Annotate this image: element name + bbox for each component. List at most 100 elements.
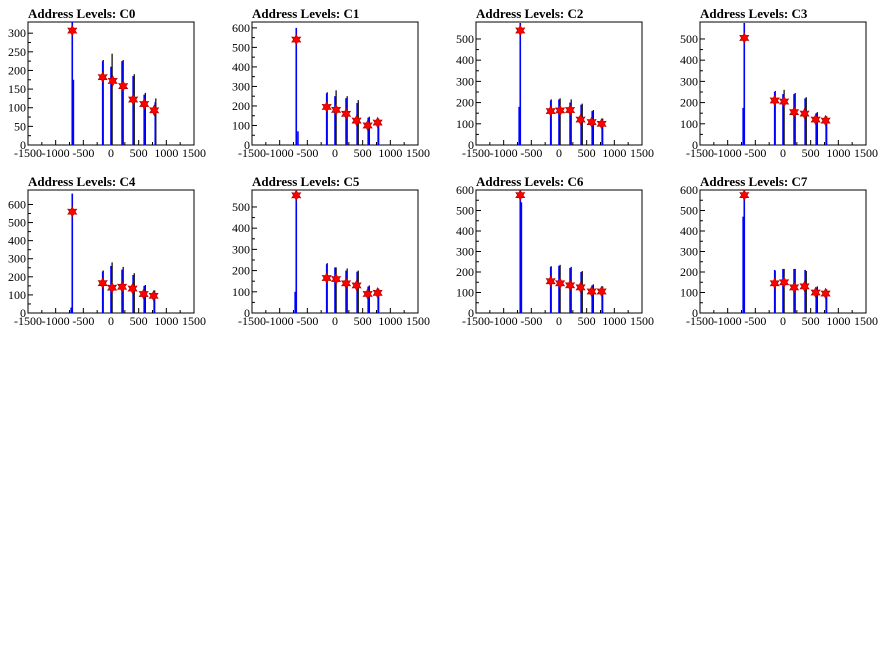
- y-tick-label: 500: [680, 204, 698, 218]
- y-tick-label: 500: [232, 200, 250, 214]
- x-tick-label: 0: [556, 146, 562, 160]
- y-tick-label: 300: [456, 245, 474, 259]
- peak-marker: [139, 98, 150, 110]
- y-tick-label: 200: [232, 99, 250, 113]
- peak-marker: [107, 281, 118, 294]
- chart-title: Address Levels: C7: [700, 174, 808, 189]
- peak-marker: [564, 104, 576, 116]
- x-tick-label: 1500: [854, 314, 878, 328]
- x-tick-label: 1000: [602, 146, 626, 160]
- x-tick-label: -1500: [14, 146, 42, 160]
- x-tick-label: -1000: [714, 314, 742, 328]
- x-tick-label: 1500: [630, 146, 654, 160]
- x-tick-label: 1500: [182, 314, 206, 328]
- y-tick-label: 500: [8, 216, 26, 230]
- x-tick-label: -1500: [686, 146, 714, 160]
- y-tick-label: 400: [456, 224, 474, 238]
- x-tick-label: -1000: [266, 314, 294, 328]
- x-tick-label: 500: [354, 314, 372, 328]
- peak-marker: [596, 285, 607, 298]
- x-tick-label: 500: [354, 146, 372, 160]
- peak-marker: [779, 95, 790, 108]
- peak-marker: [116, 280, 128, 293]
- x-tick-label: 1500: [406, 314, 430, 328]
- peak-marker: [148, 289, 159, 302]
- peak-marker: [799, 280, 810, 293]
- y-tick-label: 600: [232, 21, 250, 35]
- peak-marker: [564, 279, 576, 292]
- peak-marker: [515, 24, 526, 37]
- peak-marker: [340, 107, 352, 120]
- y-tick-label: 0: [692, 138, 698, 152]
- peak-marker: [118, 80, 129, 92]
- x-tick-label: -1500: [14, 314, 42, 328]
- x-tick-label: 1500: [182, 146, 206, 160]
- y-tick-label: 100: [680, 286, 698, 300]
- x-tick-label: -500: [296, 146, 318, 160]
- y-tick-label: 50: [14, 119, 26, 133]
- peak-marker: [107, 75, 118, 87]
- peak-marker: [127, 282, 138, 295]
- y-tick-label: 500: [456, 32, 474, 46]
- x-tick-label: -500: [520, 314, 542, 328]
- y-tick-label: 100: [8, 101, 26, 115]
- x-tick-label: -1000: [266, 146, 294, 160]
- chart-title: Address Levels: C5: [252, 174, 360, 189]
- y-tick-label: 600: [680, 183, 698, 197]
- peak-marker: [362, 288, 373, 300]
- chart-title: Address Levels: C6: [476, 174, 584, 189]
- peak-marker: [351, 114, 362, 127]
- chart-panel-7: Address Levels: C7 0 100 200 300 400 500 600 -15…: [680, 174, 878, 328]
- y-tick-label: 500: [232, 40, 250, 54]
- y-tick-label: 300: [680, 74, 698, 88]
- x-tick-label: -1500: [462, 146, 490, 160]
- peak-marker: [128, 93, 139, 106]
- y-tick-label: 100: [680, 117, 698, 131]
- y-tick-label: 0: [468, 306, 474, 320]
- peak-marker: [586, 285, 597, 298]
- chart-panel-4: Address Levels: C4 0 100 200 300 400 500 600 -15…: [8, 174, 206, 328]
- y-tick-label: 100: [232, 118, 250, 132]
- peak-marker: [788, 281, 800, 294]
- x-tick-label: 0: [780, 314, 786, 328]
- x-tick-label: 1000: [378, 314, 402, 328]
- y-tick-label: 300: [232, 242, 250, 256]
- x-tick-label: 1000: [602, 314, 626, 328]
- y-tick-label: 500: [456, 204, 474, 218]
- peak-marker: [331, 103, 342, 116]
- y-tick-label: 600: [8, 197, 26, 211]
- y-tick-label: 200: [456, 96, 474, 110]
- x-tick-label: 500: [130, 146, 148, 160]
- chart-panel-6: Address Levels: C6 0 100 200 300 400 500 600 -15…: [456, 174, 654, 328]
- y-tick-label: 400: [456, 53, 474, 67]
- chart-title: Address Levels: C3: [700, 6, 808, 21]
- x-tick-label: 1000: [154, 314, 178, 328]
- chart-title: Address Levels: C1: [252, 6, 359, 21]
- x-tick-label: 0: [108, 146, 114, 160]
- peak-marker: [291, 33, 302, 46]
- x-tick-label: 1500: [630, 314, 654, 328]
- peak-marker: [321, 272, 332, 284]
- peak-marker: [810, 286, 821, 299]
- x-tick-label: -1500: [238, 146, 266, 160]
- chart-panel-5: Address Levels: C50100200300400500-1500-…: [232, 174, 430, 328]
- x-tick-label: -500: [72, 314, 94, 328]
- x-tick-label: 1000: [154, 146, 178, 160]
- chart-title: Address Levels: C4: [28, 174, 136, 189]
- peak-marker: [372, 286, 383, 299]
- y-tick-label: 400: [232, 60, 250, 74]
- y-tick-label: 600: [456, 183, 474, 197]
- x-tick-label: 0: [332, 146, 338, 160]
- peak-marker: [515, 189, 526, 201]
- y-tick-label: 0: [244, 138, 250, 152]
- peak-marker: [799, 107, 810, 120]
- peak-marker: [545, 275, 556, 288]
- peak-marker: [596, 117, 607, 130]
- peak-marker: [138, 288, 149, 300]
- y-tick-label: 0: [692, 306, 698, 320]
- peak-marker: [97, 277, 108, 290]
- y-tick-label: 300: [232, 79, 250, 93]
- x-tick-label: 500: [802, 314, 820, 328]
- peak-marker: [769, 94, 780, 107]
